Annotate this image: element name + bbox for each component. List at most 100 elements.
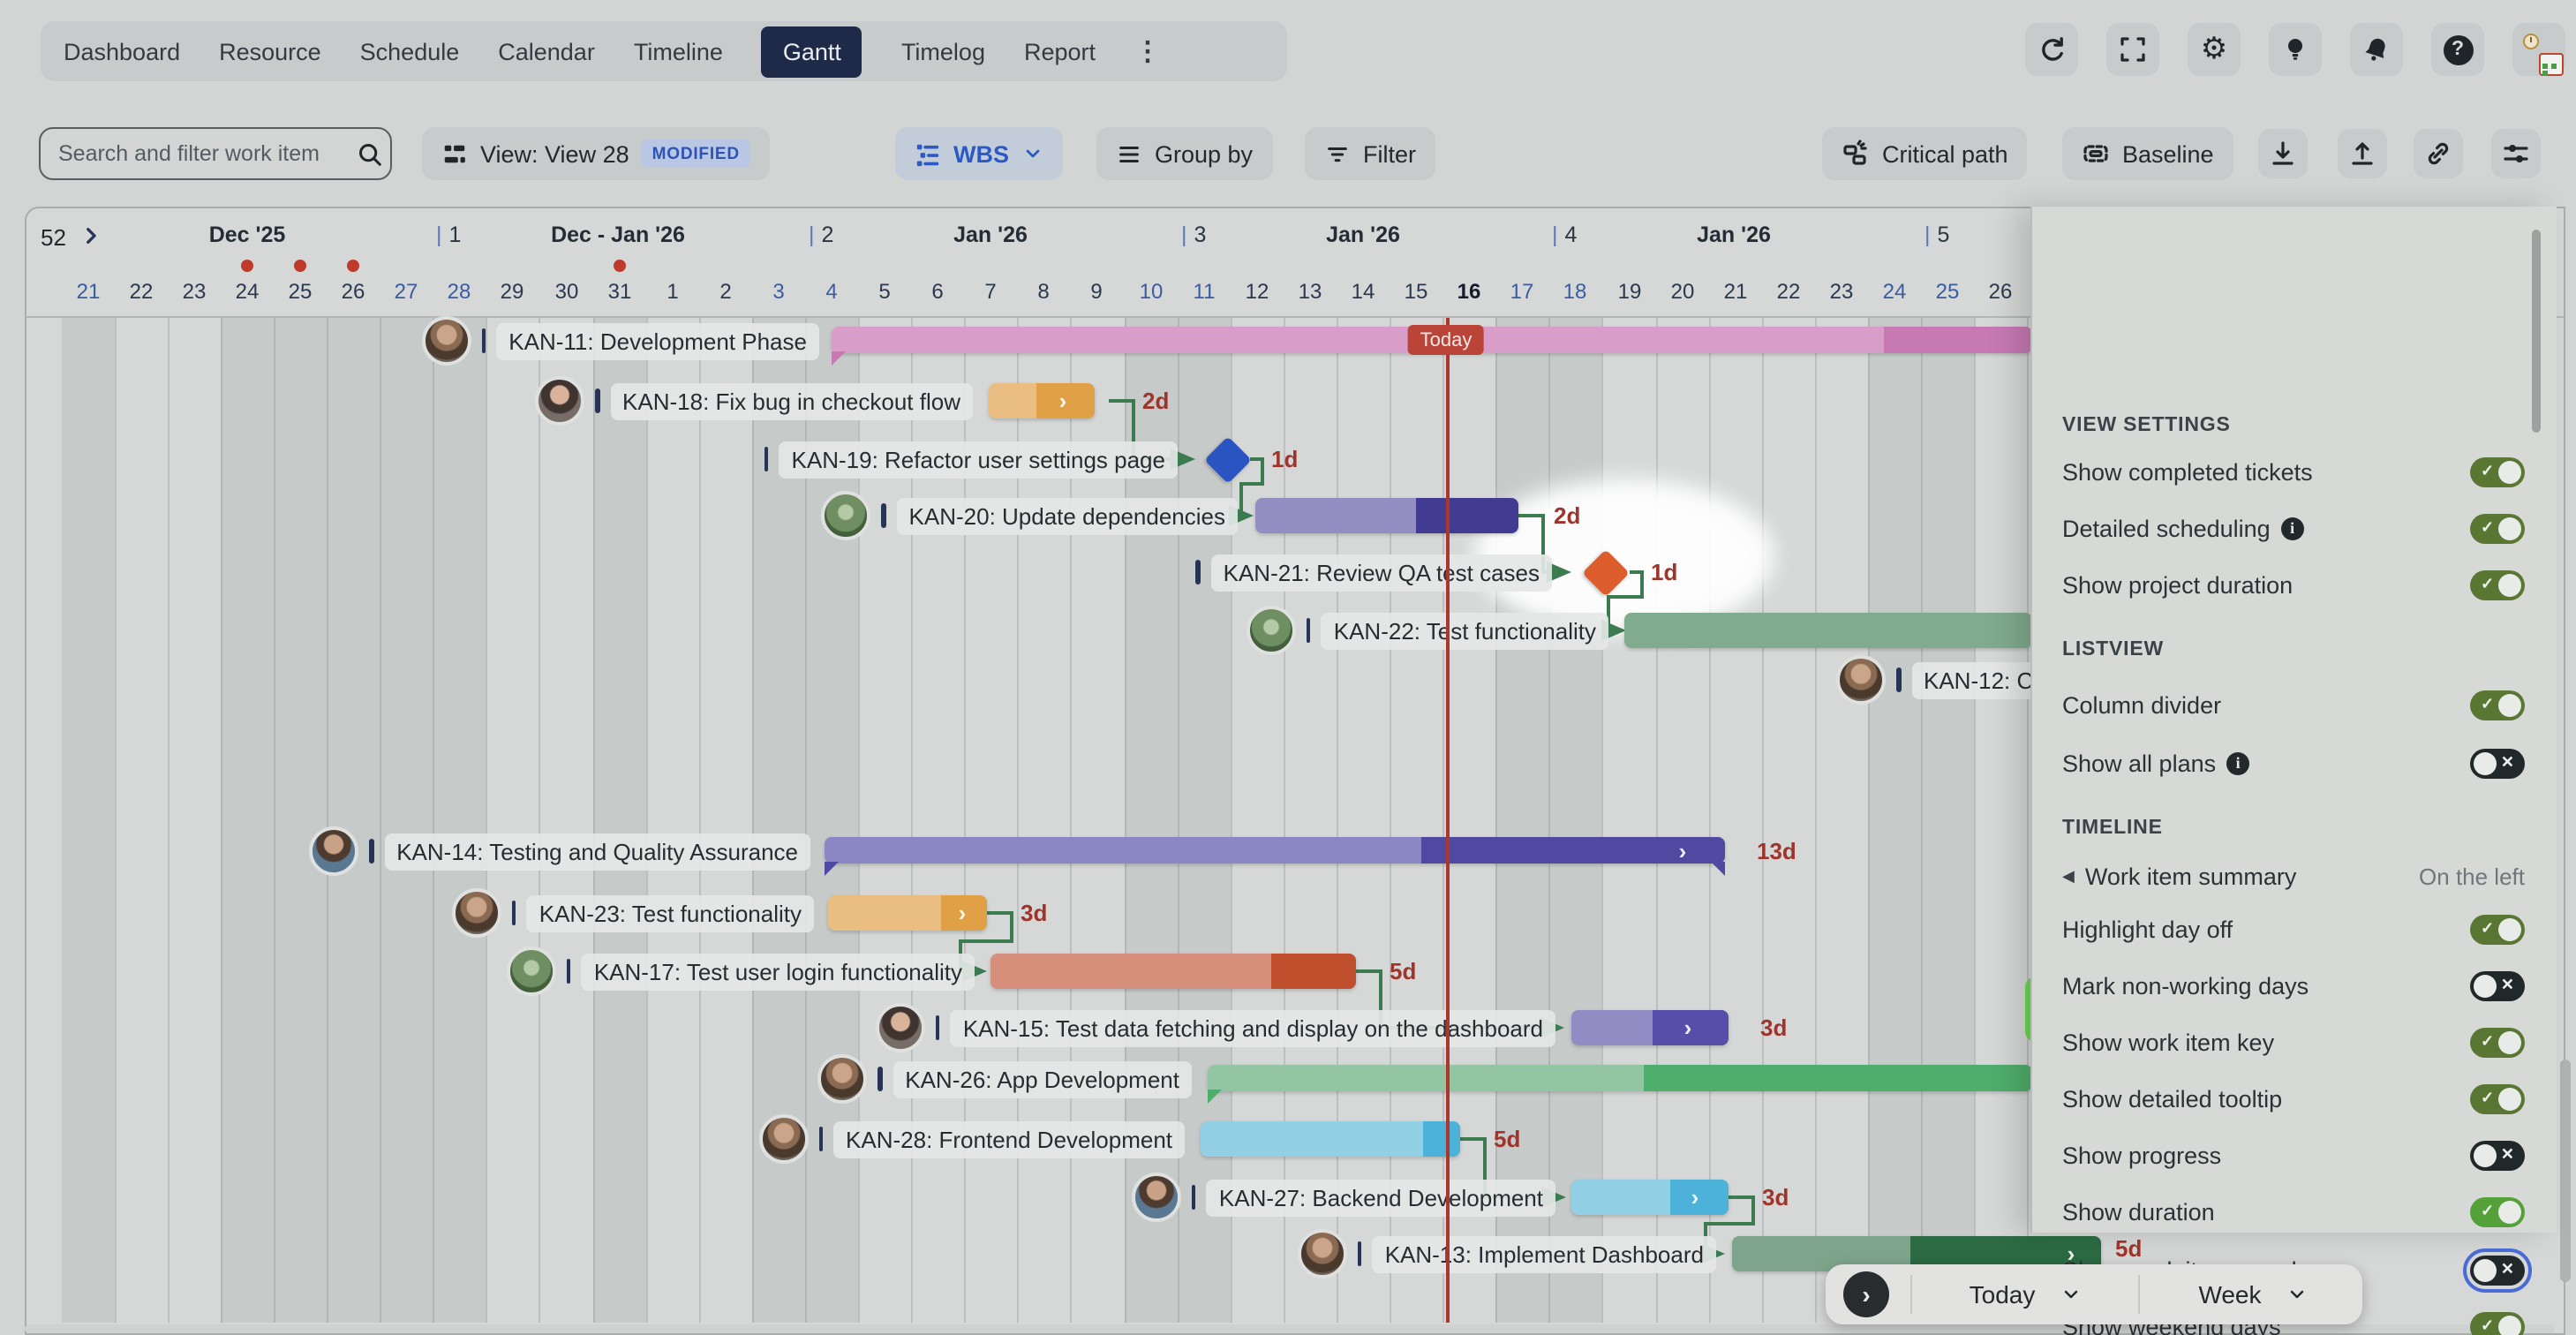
collapse-arrow-icon[interactable]: ◀: [2062, 866, 2075, 884]
toggle-show-weekend-days[interactable]: ✓: [2470, 1311, 2525, 1335]
day-cell[interactable]: 23: [182, 279, 207, 304]
idea-button[interactable]: [2269, 23, 2322, 76]
day-cell[interactable]: 4: [825, 279, 838, 304]
nav-tab-calendar[interactable]: Calendar: [498, 38, 595, 64]
day-cell[interactable]: 22: [129, 279, 154, 304]
group-by-button[interactable]: Group by: [1096, 127, 1273, 180]
nav-tab-schedule[interactable]: Schedule: [359, 38, 460, 64]
sync-button[interactable]: [2025, 23, 2078, 76]
task-label-kan-21[interactable]: KAN-21: Review QA test cases: [1195, 550, 1552, 594]
day-cell[interactable]: 26: [1988, 279, 2013, 304]
task-label-kan-17[interactable]: KAN-17: Test user login functionality: [506, 947, 975, 996]
day-cell[interactable]: 24: [1882, 279, 1907, 304]
wbs-button[interactable]: WBS: [895, 127, 1062, 180]
day-cell[interactable]: 30: [554, 279, 579, 304]
nav-tab-resource[interactable]: Resource: [219, 38, 321, 64]
task-bar-kan-22[interactable]: [1624, 613, 2032, 648]
day-cell[interactable]: 18: [1563, 279, 1587, 304]
day-cell[interactable]: 16: [1457, 279, 1481, 304]
task-label-kan-19[interactable]: KAN-19: Refactor user settings page: [764, 437, 1178, 481]
nav-tab-dashboard[interactable]: Dashboard: [64, 38, 181, 64]
fullscreen-button[interactable]: [2106, 23, 2159, 76]
task-bar-kan-27[interactable]: ›: [1571, 1180, 1729, 1215]
day-cell[interactable]: 29: [500, 279, 524, 304]
task-label-kan-15[interactable]: KAN-15: Test data fetching and display o…: [875, 1003, 1555, 1052]
task-label-kan-13[interactable]: KAN-13: Implement Dashboard: [1297, 1229, 1716, 1278]
jump-to-select[interactable]: Today: [1933, 1280, 2117, 1309]
toggle-show-work-item-key[interactable]: ✓: [2470, 1027, 2525, 1057]
task-label-kan-18[interactable]: KAN-18: Fix bug in checkout flow: [535, 376, 973, 426]
nav-tab-timelog[interactable]: Timelog: [900, 38, 985, 64]
day-cell[interactable]: 25: [1935, 279, 1960, 304]
day-cell[interactable]: 17: [1510, 279, 1534, 304]
panel-scrollbar[interactable]: [2532, 230, 2541, 433]
day-cell[interactable]: 14: [1351, 279, 1375, 304]
day-cell[interactable]: 26: [341, 279, 365, 304]
info-icon[interactable]: i: [2280, 517, 2304, 539]
nav-tab-timeline[interactable]: Timeline: [633, 38, 723, 64]
day-cell[interactable]: 22: [1776, 279, 1801, 304]
toggle-show-detailed-tooltip[interactable]: ✓: [2470, 1083, 2525, 1113]
page-scrollbar[interactable]: [2560, 1060, 2571, 1282]
view-settings-button[interactable]: [2491, 129, 2541, 178]
day-cell[interactable]: 12: [1245, 279, 1269, 304]
toggle-show-project-duration[interactable]: ✓: [2470, 569, 2525, 600]
critical-path-button[interactable]: Critical path: [1822, 127, 2028, 180]
day-cell[interactable]: 5: [878, 279, 891, 304]
task-bar-kan-15[interactable]: ›: [1571, 1010, 1729, 1045]
toggle-show-completed-tickets[interactable]: ✓: [2470, 456, 2525, 486]
toggle-mark-non-working-days[interactable]: ✕: [2470, 970, 2525, 1000]
day-cell[interactable]: 25: [288, 279, 313, 304]
more-menu-icon[interactable]: ⋮: [1134, 37, 1162, 67]
task-bar-kan-28[interactable]: [1201, 1121, 1460, 1157]
day-cell[interactable]: 7: [984, 279, 997, 304]
upload-button[interactable]: [2338, 129, 2387, 178]
task-bar-kan-23[interactable]: ›: [828, 895, 987, 931]
filter-button[interactable]: Filter: [1305, 127, 1435, 180]
horizontal-scrollbar[interactable]: [25, 1324, 2555, 1333]
day-cell[interactable]: 21: [76, 279, 101, 304]
day-cell[interactable]: 2: [719, 279, 732, 304]
toggle-show-progress[interactable]: ✕: [2470, 1140, 2525, 1170]
day-cell[interactable]: 20: [1670, 279, 1695, 304]
bell-button[interactable]: [2350, 23, 2403, 76]
task-label-kan-22[interactable]: KAN-22: Test functionality: [1246, 606, 1608, 655]
day-cell[interactable]: 24: [235, 279, 260, 304]
day-cell[interactable]: 10: [1139, 279, 1164, 304]
search-input[interactable]: [55, 140, 346, 168]
toggle-show-all-plans[interactable]: ✕: [2470, 748, 2525, 778]
day-cell[interactable]: 21: [1723, 279, 1748, 304]
task-label-kan-20[interactable]: KAN-20: Update dependencies: [821, 491, 1238, 540]
day-cell[interactable]: 23: [1829, 279, 1854, 304]
task-bar-kan-14[interactable]: ›: [825, 837, 1725, 864]
scroll-next-button[interactable]: ›: [1843, 1271, 1889, 1317]
download-button[interactable]: [2258, 129, 2308, 178]
help-button[interactable]: ?: [2431, 23, 2484, 76]
task-label-kan-14[interactable]: KAN-14: Testing and Quality Assurance: [309, 826, 810, 876]
toggle-detailed-scheduling[interactable]: ✓: [2470, 513, 2525, 543]
task-label-kan-26[interactable]: KAN-26: App Development: [817, 1054, 1192, 1104]
toggle-show-work-item-overdue[interactable]: ✕: [2463, 1248, 2532, 1292]
task-bar-kan-18[interactable]: ›: [989, 383, 1095, 419]
day-cell[interactable]: 11: [1193, 279, 1216, 304]
zoom-level-select[interactable]: Week: [2161, 1280, 2345, 1309]
day-cell[interactable]: 8: [1037, 279, 1050, 304]
search-box[interactable]: [39, 127, 392, 180]
day-cell[interactable]: 13: [1298, 279, 1322, 304]
task-bar-kan-20[interactable]: [1255, 498, 1518, 533]
expand-week-icon[interactable]: [79, 224, 102, 247]
baseline-button[interactable]: Baseline: [2062, 127, 2233, 180]
task-label-kan-23[interactable]: KAN-23: Test functionality: [451, 888, 814, 938]
day-cell[interactable]: 6: [931, 279, 944, 304]
task-label-kan-27[interactable]: KAN-27: Backend Development: [1131, 1173, 1555, 1222]
view-button[interactable]: View: View 28 MODIFIED: [422, 127, 770, 180]
task-bar-kan-17[interactable]: [990, 954, 1356, 989]
day-cell[interactable]: 15: [1404, 279, 1428, 304]
day-cell[interactable]: 1: [667, 279, 679, 304]
day-cell[interactable]: 19: [1617, 279, 1642, 304]
toggle-show-duration[interactable]: ✓: [2470, 1196, 2525, 1226]
day-cell[interactable]: 3: [772, 279, 785, 304]
nav-tab-gantt[interactable]: Gantt: [761, 26, 862, 77]
day-cell[interactable]: 28: [447, 279, 471, 304]
day-cell[interactable]: 31: [607, 279, 632, 304]
